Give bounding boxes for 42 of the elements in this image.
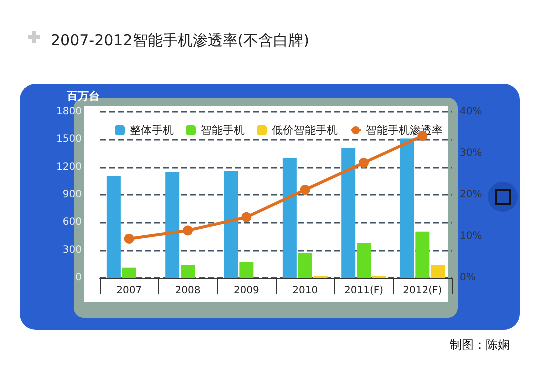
x-tick-label: 2008 [175, 286, 201, 296]
point [300, 185, 310, 196]
bar [431, 265, 446, 278]
y-tick-label: 600 [62, 217, 82, 228]
y2-tick-label: 10% [460, 231, 482, 242]
legend-label: 整体手机 [130, 124, 174, 137]
point [359, 158, 369, 168]
point [183, 226, 193, 236]
y2-tick-label: 40% [460, 106, 482, 118]
bar [106, 176, 121, 278]
y-tick-label: 300 [62, 244, 82, 256]
bar [282, 158, 297, 278]
y-tick-label: 1500 [56, 134, 82, 146]
y-tick-label: 1200 [56, 162, 82, 173]
bar [166, 172, 180, 278]
bar [181, 265, 195, 278]
y2-tick-label: 30% [460, 148, 482, 159]
y-tick-label: 1800 [56, 106, 82, 118]
bar [298, 253, 312, 278]
x-tick-label: 2009 [234, 286, 260, 296]
x-tick-label: 2007 [116, 286, 142, 296]
y2-tick-label: 0% [460, 272, 476, 284]
bar [240, 262, 254, 278]
y-axis-title: 百万台 [66, 90, 100, 103]
legend-label: 智能手机 [201, 124, 245, 137]
point [242, 212, 252, 222]
bar [122, 268, 136, 278]
x-tick-label: 2012(F) [403, 286, 442, 296]
y2-tick-label: 20% [460, 190, 482, 200]
x-tick-label: 2011(F) [344, 286, 384, 296]
bar [342, 148, 356, 278]
x-tick-label: 2010 [292, 286, 318, 296]
text: 制图：陈娴 [450, 338, 510, 352]
y-tick-label: 0 [76, 272, 82, 284]
legend-label: 低价智能手机 [272, 124, 338, 137]
point [124, 234, 134, 244]
chart-title: 2007-2012智能手机渗透率(不含白牌) [51, 32, 310, 50]
y-tick-label: 900 [62, 190, 82, 200]
bar [357, 242, 371, 278]
bar [416, 232, 430, 278]
bar [224, 171, 238, 278]
bar [400, 138, 414, 278]
